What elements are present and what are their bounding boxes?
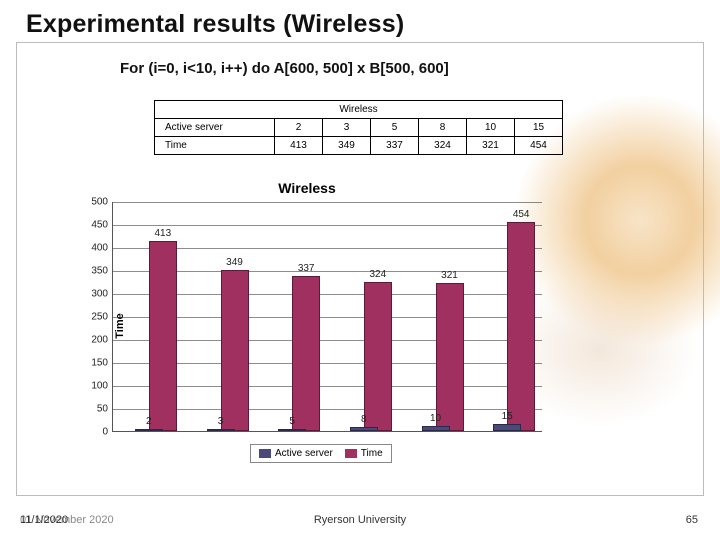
bar-time: [507, 222, 535, 431]
footer-center: Ryerson University: [0, 514, 720, 526]
gridline: [113, 225, 542, 226]
bar-time: [221, 270, 249, 431]
bar-active-server: [207, 429, 235, 431]
y-tick: 150: [91, 358, 108, 369]
bar-time: [364, 282, 392, 431]
bar-value-label: 454: [507, 209, 535, 220]
bar-chart: Wireless Time 05010015020025030035040045…: [62, 180, 552, 450]
row-label: Active server: [155, 119, 275, 137]
y-tick: 450: [91, 220, 108, 231]
bar-active-server: [135, 429, 163, 431]
bar-value-label: 321: [436, 270, 464, 281]
table-row: Time 413 349 337 324 321 454: [155, 137, 563, 155]
y-tick: 200: [91, 335, 108, 346]
y-tick: 100: [91, 381, 108, 392]
y-tick: 250: [91, 312, 108, 323]
bar-value-label: 337: [292, 263, 320, 274]
gridline: [113, 271, 542, 272]
table-row: Active server 2 3 5 8 10 15: [155, 119, 563, 137]
bar-time: [292, 276, 320, 431]
bar-active-server: [493, 424, 521, 431]
gridline: [113, 294, 542, 295]
chart-legend: Active server Time: [250, 444, 392, 463]
bar-time: [149, 241, 177, 431]
bar-value-label: 2: [135, 416, 163, 427]
bar-value-label: 15: [493, 411, 521, 422]
row-label: Time: [155, 137, 275, 155]
table-header: Wireless: [155, 101, 563, 119]
legend-swatch-srv: [259, 449, 271, 458]
y-tick: 350: [91, 266, 108, 277]
footer-page-number: 65: [686, 514, 698, 526]
bar-value-label: 349: [221, 257, 249, 268]
legend-swatch-time: [345, 449, 357, 458]
gridline: [113, 317, 542, 318]
y-tick: 300: [91, 289, 108, 300]
bar-value-label: 3: [207, 416, 235, 427]
legend-item: Time: [345, 448, 383, 459]
y-tick: 500: [91, 197, 108, 208]
chart-title: Wireless: [62, 180, 552, 196]
gridline: [113, 202, 542, 203]
page-title: Experimental results (Wireless): [26, 10, 404, 39]
bar-value-label: 413: [149, 228, 177, 239]
bar-active-server: [278, 429, 306, 431]
data-table: Wireless Active server 2 3 5 8 10 15 Tim…: [154, 100, 563, 155]
y-tick: 400: [91, 243, 108, 254]
gridline: [113, 340, 542, 341]
y-tick: 0: [102, 427, 108, 438]
subtitle: For (i=0, i<10, i++) do A[600, 500] x B[…: [120, 60, 449, 77]
gridline: [113, 363, 542, 364]
bar-time: [436, 283, 464, 431]
gridline: [113, 248, 542, 249]
bar-value-label: 324: [364, 269, 392, 280]
legend-item: Active server: [259, 448, 333, 459]
bar-value-label: 10: [422, 413, 450, 424]
gridline: [113, 386, 542, 387]
bar-active-server: [422, 426, 450, 431]
bar-value-label: 5: [278, 416, 306, 427]
bar-active-server: [350, 427, 378, 431]
plot-area: 0501001502002503003504004505004132349333…: [112, 202, 542, 432]
bar-value-label: 8: [350, 414, 378, 425]
gridline: [113, 409, 542, 410]
y-tick: 50: [97, 404, 108, 415]
